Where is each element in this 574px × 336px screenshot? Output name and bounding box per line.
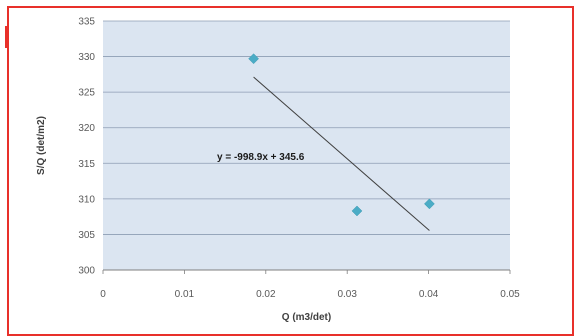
x-axis-title: Q (m3/det) (282, 312, 331, 323)
trendline (253, 76, 430, 231)
plot-area (103, 21, 510, 270)
y-tick-label: 325 (78, 88, 95, 99)
x-tick-label: 0 (100, 289, 106, 300)
y-tick-label: 305 (78, 230, 95, 241)
y-tick-label: 315 (78, 159, 95, 170)
y-tick-label: 310 (78, 194, 95, 205)
x-tick-label: 0.03 (337, 289, 357, 300)
y-tick-label: 335 (78, 17, 95, 28)
x-tick-label: 0.01 (175, 289, 195, 300)
y-tick-label: 300 (78, 266, 95, 277)
data-points (248, 53, 435, 217)
data-point (248, 53, 259, 65)
y-tick-label: 330 (78, 52, 95, 63)
x-tick-label: 0.02 (256, 289, 276, 300)
y-tick-label: 320 (78, 123, 95, 134)
data-point (424, 198, 435, 210)
trendline-equation: y = -998.9x + 345.6 (217, 152, 305, 163)
frame-edge-mark (5, 26, 8, 48)
x-tick-label: 0.04 (419, 289, 439, 300)
y-axis-title: S/Q (det/m2) (36, 116, 47, 175)
x-tick-label: 0.05 (500, 289, 520, 300)
data-point (351, 205, 363, 217)
x-axis-ticks: 0 0.01 0.02 0.03 0.04 0.05 (100, 269, 520, 300)
y-axis-ticks: 300 305 310 315 320 325 330 335 (78, 17, 95, 277)
